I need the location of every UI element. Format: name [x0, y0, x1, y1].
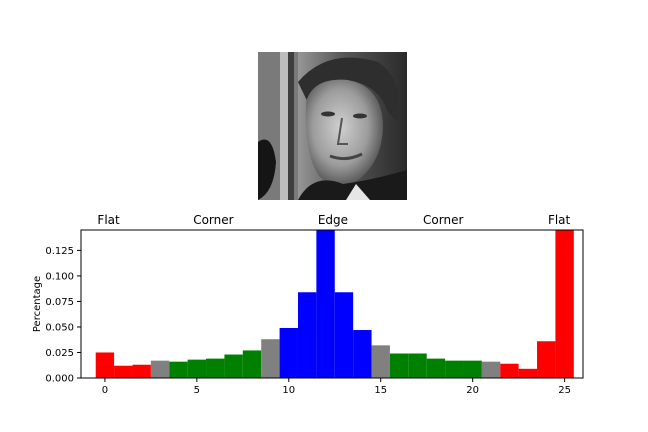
y-tick-label-0: 0.000: [45, 374, 74, 385]
axes-layer: 0 5 10 15 20 25 0.000 0.025 0.050 0.075 0.100 0.125…: [45, 213, 584, 396]
region-label-2: Edge: [318, 213, 348, 227]
y-tick-label-2: 0.050: [45, 322, 74, 333]
bars-layer: [95, 230, 574, 378]
bar-18: [426, 358, 446, 378]
y-tick-label-4: 0.100: [45, 271, 74, 282]
y-tick-label-1: 0.025: [45, 348, 74, 359]
bar-17: [408, 353, 427, 378]
bar-21: [481, 361, 501, 378]
x-tick-label-2: 10: [282, 385, 295, 396]
face-photo-icon: [258, 52, 407, 200]
bar-11: [297, 292, 317, 378]
bar-5: [187, 359, 207, 378]
bar-8: [242, 350, 262, 378]
region-label-1: Corner: [193, 213, 233, 227]
bar-22: [500, 363, 519, 378]
bar-6: [206, 358, 225, 378]
x-tick-label-1: 5: [194, 385, 200, 396]
bar-7: [224, 354, 243, 378]
bar-9: [261, 339, 280, 378]
bar-0: [95, 352, 115, 378]
x-tick-label-5: 25: [558, 385, 571, 396]
bar-25: [555, 230, 574, 378]
x-tick-label-3: 15: [374, 385, 387, 396]
bar-16: [389, 353, 409, 378]
bar-15: [371, 345, 390, 378]
bar-1: [114, 365, 133, 378]
bar-14: [353, 330, 372, 378]
bar-13: [334, 292, 354, 378]
bar-23: [518, 368, 538, 378]
x-tick-label-0: 0: [102, 385, 108, 396]
y-tick-label-5: 0.125: [45, 246, 74, 257]
bar-12: [316, 230, 335, 378]
bar-2: [132, 364, 151, 378]
region-label-4: Flat: [548, 213, 571, 227]
plot-frame: [80, 229, 584, 379]
bar-20: [463, 360, 482, 378]
region-label-0: Flat: [97, 213, 120, 227]
bar-10: [279, 327, 298, 378]
y-tick-label-3: 0.075: [45, 297, 74, 308]
bar-19: [445, 360, 464, 378]
region-label-3: Corner: [423, 213, 463, 227]
y-axis-label: Percentage: [32, 276, 43, 332]
bar-3: [150, 360, 170, 378]
bar-24: [537, 341, 556, 378]
bar-4: [169, 361, 188, 378]
x-tick-label-4: 20: [466, 385, 479, 396]
